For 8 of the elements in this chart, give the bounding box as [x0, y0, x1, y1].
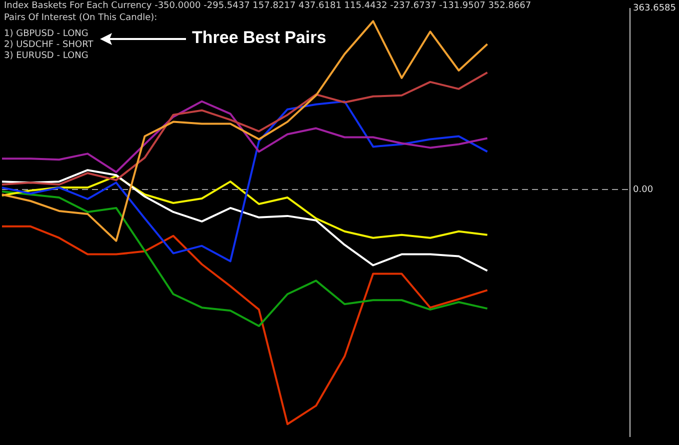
y-tick-label: 363.6585: [633, 4, 676, 14]
annotation: 2) USDCHF - SHORT: [4, 40, 94, 50]
annotation: Three Best Pairs: [192, 28, 326, 48]
annotation: 3) EURUSD - LONG: [4, 51, 88, 61]
y-tick-label: 0.00: [633, 184, 654, 195]
text: Pairs Of Interest (On This Candle):: [4, 13, 158, 23]
chart-title: Index Baskets For Each Currency -350.0000 -295.5437 157.8217 437.6181 115.4432 -237.6737 -131.9507 352.8667: [4, 1, 532, 11]
annotation: 1) GBPUSD - LONG: [4, 29, 88, 39]
